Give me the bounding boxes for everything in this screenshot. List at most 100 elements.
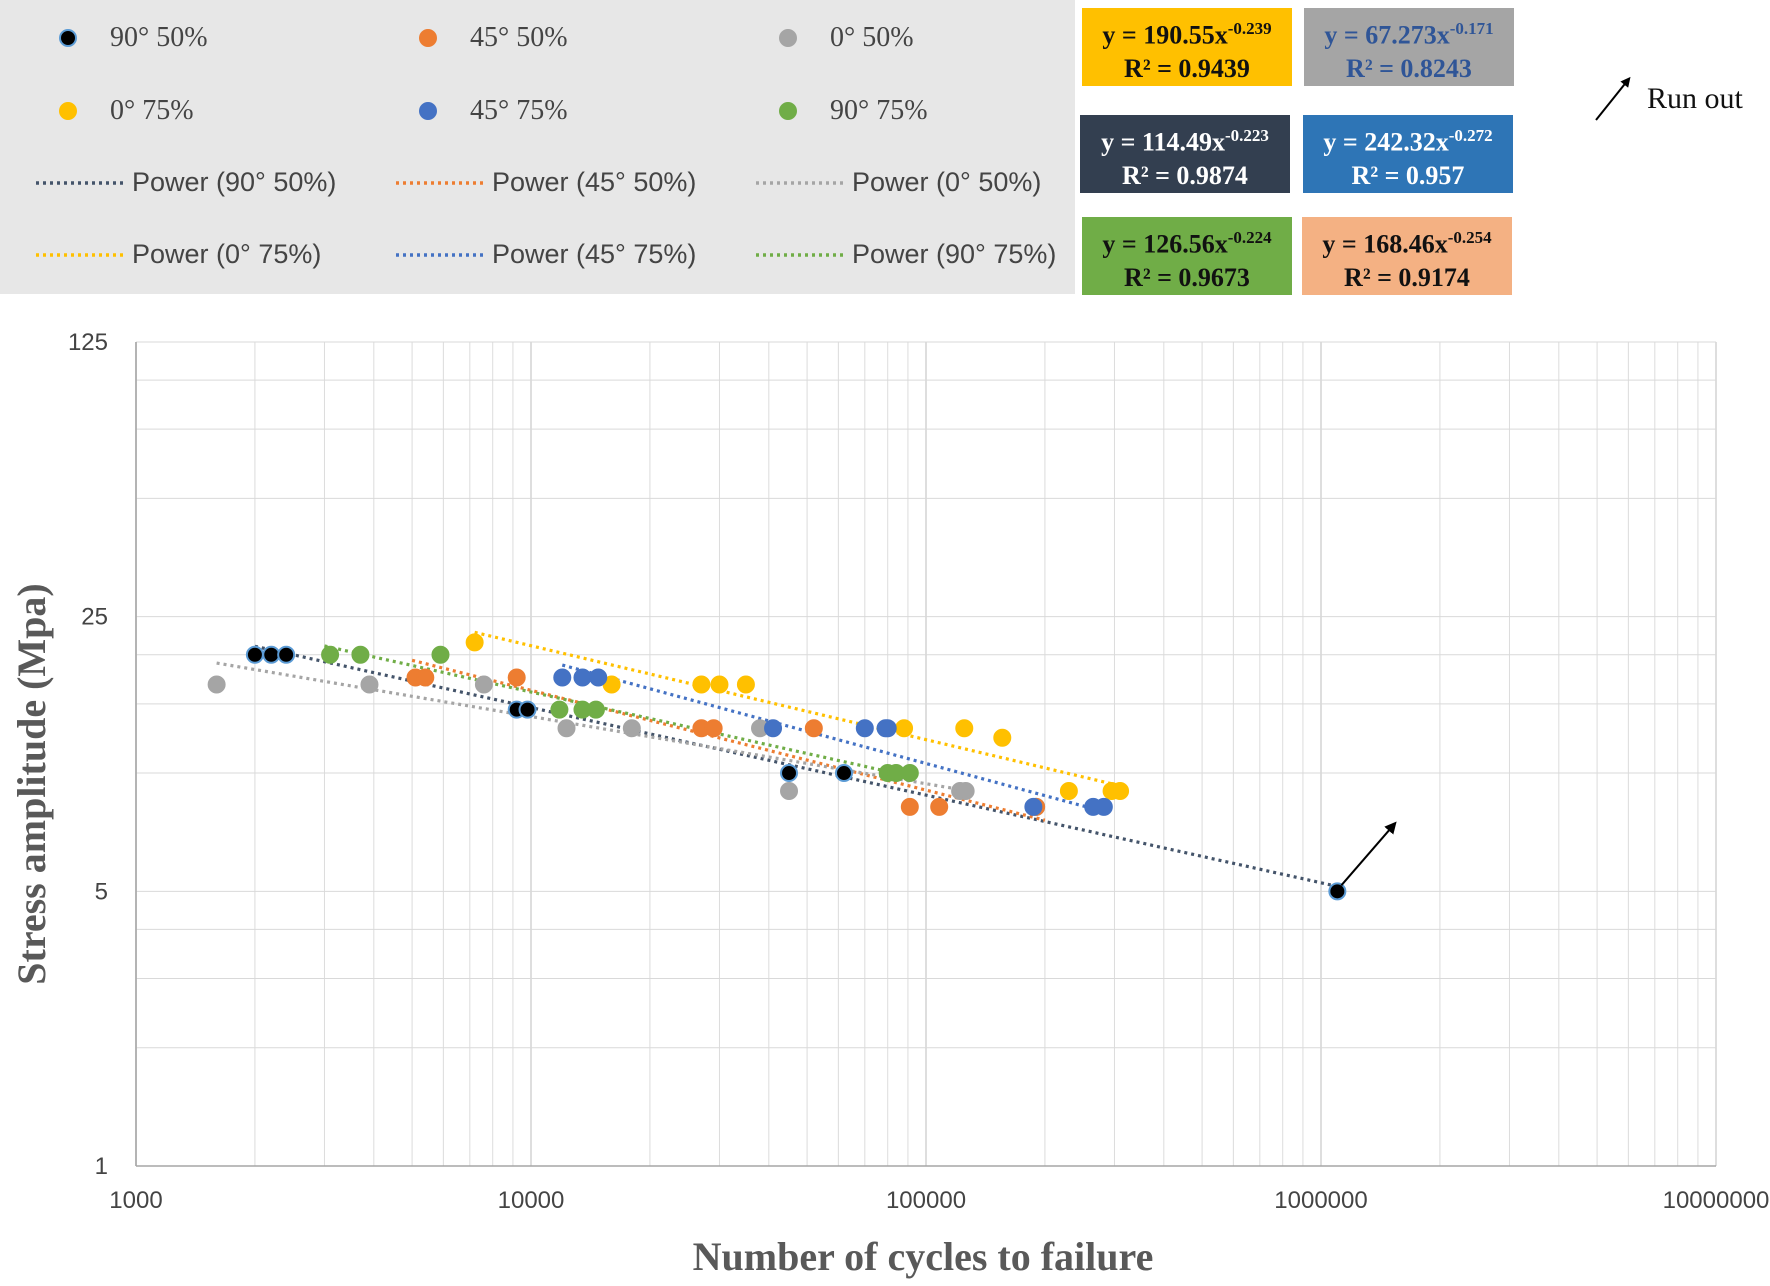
data-point	[930, 797, 949, 816]
legend-item: 0° 50%	[778, 20, 914, 54]
equation-box: y = 168.46x-0.254 R² = 0.9174	[1302, 217, 1512, 295]
legend-label: 0° 50%	[830, 21, 914, 53]
equation-r2: R² = 0.9174	[1344, 262, 1470, 292]
runout-arrow-icon	[1595, 76, 1631, 121]
equation-exponent: -0.272	[1448, 126, 1493, 145]
data-point	[207, 675, 226, 694]
legend-item: 45° 75%	[418, 93, 568, 127]
data-point	[589, 668, 608, 687]
legend-marker-icon	[419, 101, 437, 120]
legend-line-icon	[756, 181, 844, 185]
legend-marker-icon	[779, 28, 797, 47]
data-point	[900, 797, 919, 816]
runout-arrow	[1340, 821, 1397, 886]
x-tick-label: 1000	[109, 1187, 162, 1214]
equation-box: y = 242.32x-0.272 R² = 0.957	[1303, 115, 1513, 193]
legend-item: 45° 50%	[418, 20, 568, 54]
legend-line-icon	[396, 253, 484, 257]
data-point	[1094, 797, 1113, 816]
data-point	[507, 668, 526, 687]
data-point	[245, 645, 264, 664]
equation-exponent: -0.254	[1447, 228, 1492, 247]
equation-box: y = 67.273x-0.171 R² = 0.8243	[1304, 8, 1514, 86]
legend-item: Power (90° 75%)	[754, 238, 1056, 270]
equation-box: y = 126.56x-0.224 R² = 0.9673	[1082, 217, 1292, 295]
legend-line-icon	[36, 181, 124, 185]
legend-item: Power (90° 50%)	[34, 166, 336, 198]
legend-line-icon	[396, 181, 484, 185]
data-point	[277, 645, 296, 664]
equation-main: y = 126.56x	[1102, 229, 1228, 259]
equation-r2: R² = 0.9439	[1124, 53, 1250, 83]
data-point	[431, 645, 450, 664]
equation-line: y = 242.32x-0.272	[1303, 119, 1513, 159]
legend-marker-icon	[59, 28, 77, 47]
data-point	[895, 719, 914, 738]
data-point	[1024, 797, 1043, 816]
legend-line-icon	[756, 253, 844, 257]
y-tick-label: 1	[95, 1153, 108, 1180]
legend-label: 0° 75%	[110, 94, 194, 126]
equation-exponent: -0.224	[1227, 228, 1272, 247]
legend-item: Power (45° 75%)	[394, 238, 696, 270]
y-axis-title: Stress amplitude (Mpa)	[9, 583, 54, 984]
trendline	[254, 644, 1338, 888]
data-point	[764, 719, 783, 738]
trendline	[411, 658, 1046, 822]
data-point	[553, 668, 572, 687]
equation-box: y = 114.49x-0.223 R² = 0.9874	[1080, 115, 1290, 193]
legend-label: Power (90° 75%)	[852, 239, 1057, 270]
chart: 1000 10000 100000 1000000 10000000 1 5 25 125 Num…	[9, 329, 1769, 1279]
equation-line: y = 126.56x-0.224	[1082, 221, 1292, 261]
y-tick-label: 125	[68, 329, 108, 356]
data-point	[474, 675, 493, 694]
data-point	[622, 719, 641, 738]
data-point	[1059, 782, 1078, 801]
data-point	[878, 719, 897, 738]
data-point	[955, 719, 974, 738]
legend-label: Power (45° 75%)	[492, 239, 697, 270]
data-point	[780, 782, 799, 801]
legend-label: Power (0° 75%)	[132, 239, 322, 270]
data-point	[586, 700, 605, 719]
legend-marker-icon	[419, 28, 437, 47]
data-point	[736, 675, 755, 694]
equation-exponent: -0.223	[1224, 126, 1269, 145]
data-point	[360, 675, 379, 694]
runout-label: Run out	[1647, 82, 1743, 115]
x-tick-label: 100000	[886, 1187, 966, 1214]
equation-main: y = 114.49x	[1101, 127, 1225, 157]
y-tick-label: 25	[81, 604, 108, 631]
x-axis-title: Number of cycles to failure	[693, 1234, 1154, 1279]
equation-box: y = 190.55x-0.239 R² = 0.9439	[1082, 8, 1292, 86]
data-point	[351, 645, 370, 664]
data-point	[518, 700, 537, 719]
data-point	[557, 719, 576, 738]
equation-line: y = 67.273x-0.171	[1304, 12, 1514, 52]
equation-r2: R² = 0.9673	[1124, 262, 1250, 292]
legend-item: 0° 75%	[58, 93, 194, 127]
data-point	[855, 719, 874, 738]
equation-line: y = 190.55x-0.239	[1082, 12, 1292, 52]
legend-marker-icon	[59, 101, 77, 120]
equation-exponent: -0.171	[1449, 19, 1494, 38]
x-tick-label: 1000000	[1274, 1187, 1367, 1214]
legend-item: Power (0° 75%)	[34, 238, 321, 270]
data-point	[573, 668, 592, 687]
legend-item: Power (0° 50%)	[754, 166, 1041, 198]
legend-item: 90° 75%	[778, 93, 928, 127]
legend: 90° 50% 45° 50% 0° 50% 0° 75% 45° 75% 90° 75%…	[0, 0, 1075, 294]
trendline	[474, 630, 1121, 788]
legend-label: Power (90° 50%)	[132, 167, 337, 198]
legend-item: 90° 50%	[58, 20, 208, 54]
equation-exponent: -0.239	[1227, 19, 1272, 38]
data-point	[780, 764, 799, 783]
data-point	[956, 782, 975, 801]
data-point	[993, 728, 1012, 747]
data-point	[692, 675, 711, 694]
data-point	[262, 645, 281, 664]
equation-r2: R² = 0.957	[1351, 160, 1465, 190]
equation-line: y = 168.46x-0.254	[1302, 221, 1512, 261]
legend-label: 45° 50%	[470, 21, 568, 53]
y-tick-label: 5	[95, 878, 108, 905]
